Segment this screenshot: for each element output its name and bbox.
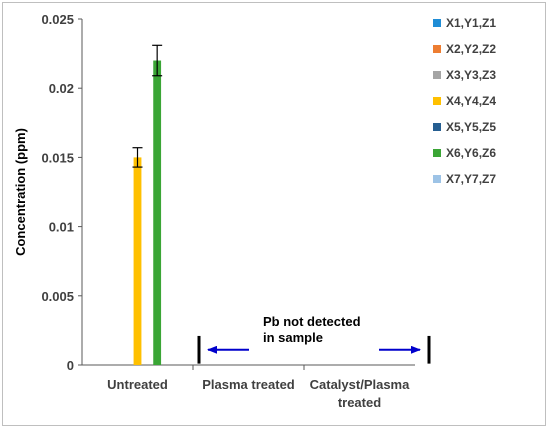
axes: 0 0.005 0.01 0.015 0.02 0.025 Concentration (p… (13, 12, 415, 410)
bar (133, 157, 142, 365)
annotation-text: Pb not detected (263, 314, 361, 329)
x-category-label: Untreated (107, 377, 168, 392)
legend-swatch (433, 149, 441, 157)
legend-swatch (433, 97, 441, 105)
bars (132, 44, 163, 366)
legend: X1,Y1,Z1 X2,Y2,Z2 X3,Y3,Z3 X4,Y4,Z4 X5,Y5,Z5… (433, 16, 496, 186)
legend-entry: X4,Y4,Z4 (446, 94, 496, 108)
legend-entry: X1,Y1,Z1 (446, 16, 496, 30)
x-category-label: Plasma treated (202, 377, 295, 392)
y-tick-label: 0.01 (49, 220, 74, 235)
bar (153, 60, 162, 366)
y-axis-title: Concentration (ppm) (13, 128, 28, 256)
legend-swatch (433, 175, 441, 183)
annotation-text: in sample (263, 330, 323, 345)
y-tick-label: 0 (67, 358, 74, 373)
y-tick-label: 0.025 (41, 12, 74, 27)
legend-swatch (433, 123, 441, 131)
legend-entry: X6,Y6,Z6 (446, 146, 496, 160)
bar-chart: 0 0.005 0.01 0.015 0.02 0.025 Concentration (p… (13, 12, 496, 410)
x-category-label: Catalyst/Plasma (310, 377, 410, 392)
x-category-label: treated (338, 395, 381, 410)
y-tick-label: 0.015 (41, 150, 74, 165)
legend-entry: X2,Y2,Z2 (446, 42, 496, 56)
legend-entry: X5,Y5,Z5 (446, 120, 496, 134)
y-tick-label: 0.005 (41, 289, 74, 304)
legend-swatch (433, 71, 441, 79)
legend-entry: X3,Y3,Z3 (446, 68, 496, 82)
chart-frame: 0 0.005 0.01 0.015 0.02 0.025 Concentration (p… (2, 2, 546, 426)
legend-swatch (433, 19, 441, 27)
legend-swatch (433, 45, 441, 53)
y-tick-label: 0.02 (49, 81, 74, 96)
legend-entry: X7,Y7,Z7 (446, 172, 496, 186)
